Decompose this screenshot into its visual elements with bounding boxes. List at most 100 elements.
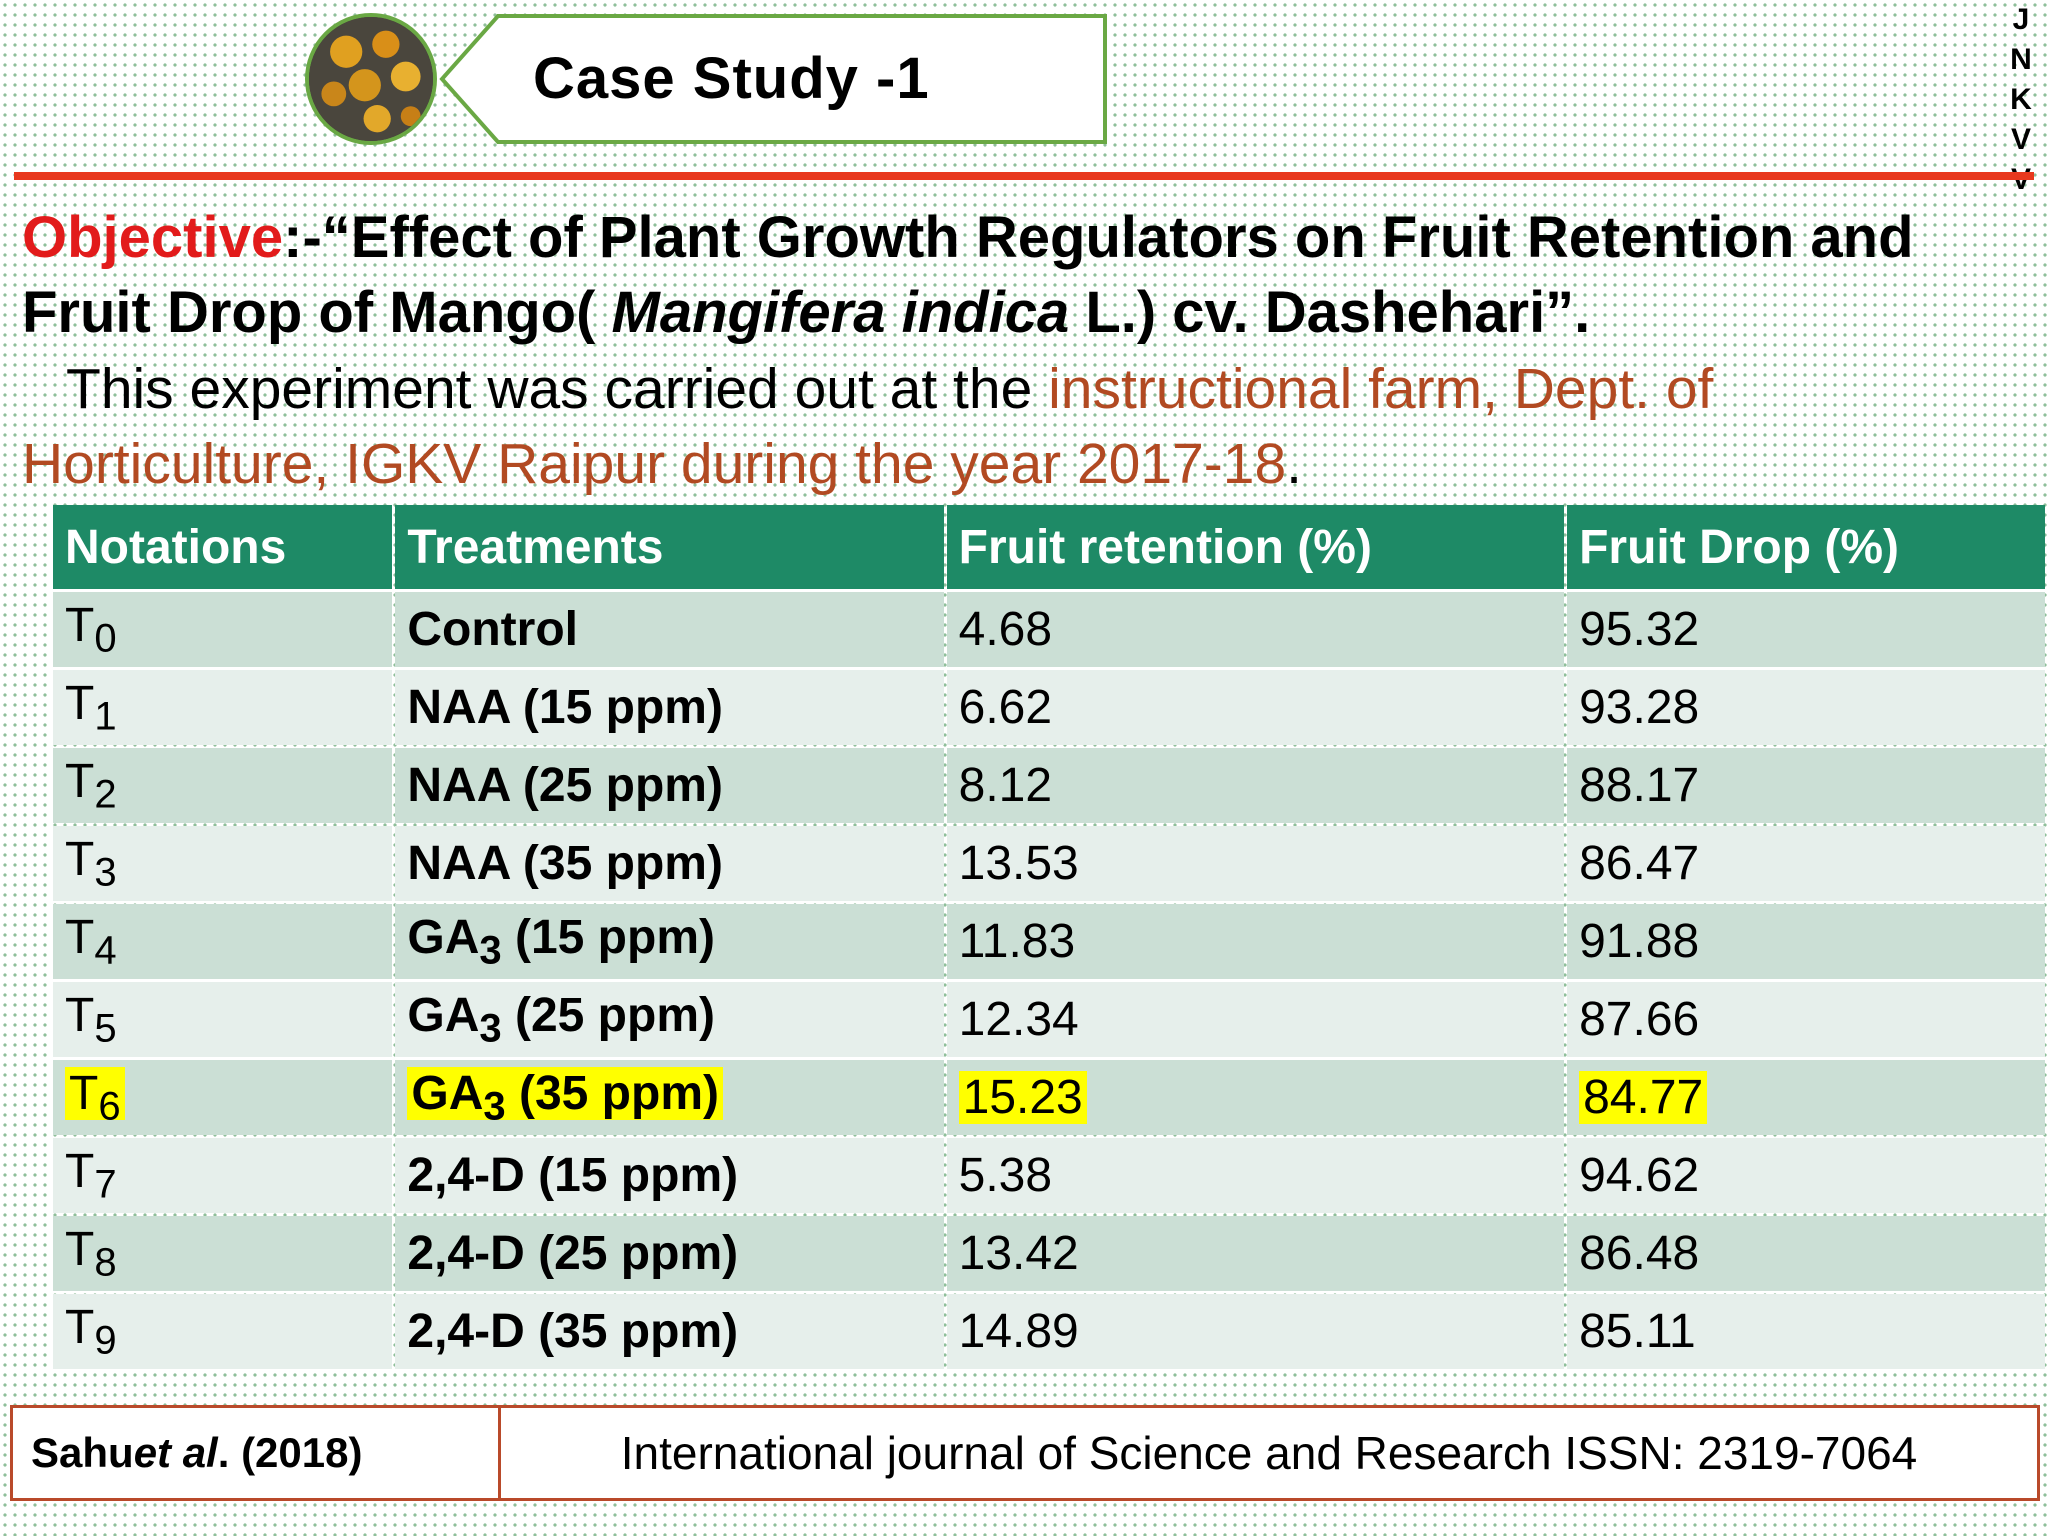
table-row: T9 2,4-D (35 ppm) 14.89 85.11 — [53, 1294, 2045, 1369]
side-letters: JNKVV — [2006, 0, 2036, 200]
notation-cell: T8 — [53, 1216, 393, 1291]
highlight-mark: 84.77 — [1579, 1071, 1708, 1124]
treatment-dose: (25 ppm) — [501, 988, 715, 1042]
retention-cell: 4.68 — [946, 592, 1565, 667]
notation-letter: T — [65, 676, 95, 730]
treatment-cell: GA3 (15 ppm) — [395, 904, 944, 979]
experiment-prefix: This experiment was carried out at the — [66, 357, 1049, 421]
retention-value: 4.68 — [958, 603, 1053, 656]
treatment-subscript: 3 — [479, 928, 502, 973]
drop-value: 95.32 — [1579, 603, 1700, 656]
objective-text: Objective:-“Effect of Plant Growth Regul… — [22, 200, 2022, 350]
notation-subscript: 5 — [94, 1006, 117, 1051]
experiment-text: This experiment was carried out at the i… — [22, 352, 2022, 502]
drop-cell: 84.77 — [1567, 1060, 2045, 1135]
table-row: T7 2,4-D (15 ppm) 5.38 94.62 — [53, 1138, 2045, 1213]
notation-cell: T9 — [53, 1294, 393, 1369]
notation-letter: T — [65, 910, 95, 964]
drop-cell: 91.88 — [1567, 904, 2045, 979]
retention-value: 14.89 — [958, 1305, 1079, 1358]
notation-cell: T1 — [53, 670, 393, 745]
notation-subscript: 2 — [94, 772, 117, 817]
results-table: Notations Treatments Fruit retention (%)… — [50, 502, 2048, 1372]
header-treatments: Treatments — [395, 505, 944, 589]
retention-cell: 15.23 — [946, 1060, 1565, 1135]
retention-cell: 8.12 — [946, 748, 1565, 823]
side-letter: K — [2010, 83, 2032, 116]
citation-footer: Sahu et al. (2018) International journal… — [10, 1405, 2040, 1501]
objective-label: Objective — [22, 205, 284, 270]
table-row: T2 NAA (25 ppm) 8.12 88.17 — [53, 748, 2045, 823]
retention-cell: 11.83 — [946, 904, 1565, 979]
experiment-location: instructional farm, Dept. of Horticultur… — [22, 357, 1714, 496]
retention-value: 11.83 — [958, 915, 1076, 968]
treatment-dose: (35 ppm) — [505, 1066, 719, 1120]
drop-value: 88.17 — [1579, 759, 1700, 812]
retention-cell: 12.34 — [946, 982, 1565, 1057]
treatment-name: GA — [407, 988, 480, 1042]
header-fruit-drop: Fruit Drop (%) — [1567, 505, 2045, 589]
drop-value: 94.62 — [1579, 1149, 1700, 1202]
drop-cell: 87.66 — [1567, 982, 2045, 1057]
retention-value: 5.38 — [958, 1149, 1053, 1202]
highlight-mark: GA3 (35 ppm) — [407, 1066, 723, 1128]
drop-value: 87.66 — [1579, 993, 1700, 1046]
notation-letter: T — [65, 1222, 95, 1276]
treatment-cell: 2,4-D (35 ppm) — [395, 1294, 944, 1369]
treatment-subscript: 3 — [483, 1084, 506, 1129]
notation-cell: T2 — [53, 748, 393, 823]
table-row: T5 GA3 (25 ppm) 12.34 87.66 — [53, 982, 2045, 1057]
notation-letter: T — [65, 598, 95, 652]
treatment-cell: GA3 (25 ppm) — [395, 982, 944, 1057]
highlight-mark: T6 — [65, 1066, 125, 1128]
treatment-name: NAA (25 ppm) — [407, 759, 723, 812]
treatment-name: Control — [407, 603, 578, 656]
drop-cell: 85.11 — [1567, 1294, 2045, 1369]
retention-cell: 13.42 — [946, 1216, 1565, 1291]
retention-value: 13.53 — [958, 837, 1079, 890]
treatment-cell: GA3 (35 ppm) — [395, 1060, 944, 1135]
notation-cell: T3 — [53, 826, 393, 901]
table-row: T3 NAA (35 ppm) 13.53 86.47 — [53, 826, 2045, 901]
notation-subscript: 9 — [94, 1318, 117, 1363]
notation-letter: T — [65, 1300, 95, 1354]
table-row: T0 Control 4.68 95.32 — [53, 592, 2045, 667]
notation-cell: T6 — [53, 1060, 393, 1135]
retention-cell: 5.38 — [946, 1138, 1565, 1213]
notation-letter: T — [65, 1144, 95, 1198]
drop-cell: 94.62 — [1567, 1138, 2045, 1213]
retention-cell: 14.89 — [946, 1294, 1565, 1369]
page-title: Case Study -1 — [533, 46, 930, 111]
drop-cell: 86.47 — [1567, 826, 2045, 901]
treatment-name: NAA (35 ppm) — [407, 837, 723, 890]
objective-prefix: :-“Effect of Plant Growth Regulators on … — [22, 205, 1914, 345]
drop-value: 84.77 — [1583, 1071, 1704, 1124]
retention-value: 15.23 — [962, 1071, 1083, 1124]
treatment-name: NAA (15 ppm) — [407, 681, 723, 734]
side-letter: N — [2010, 43, 2032, 76]
treatment-name: 2,4-D (25 ppm) — [407, 1227, 739, 1280]
treatment-cell: 2,4-D (15 ppm) — [395, 1138, 944, 1213]
table-body: T0 Control 4.68 95.32 T1 NAA (15 ppm) 6.62 93.2… — [53, 592, 2045, 1369]
retention-value: 6.62 — [958, 681, 1053, 734]
author-name: Sahu — [31, 1429, 134, 1476]
table-row: T1 NAA (15 ppm) 6.62 93.28 — [53, 670, 2045, 745]
retention-value: 12.34 — [958, 993, 1079, 1046]
highlight-mark: 15.23 — [958, 1071, 1087, 1124]
title-banner: Case Study -1 — [438, 13, 1108, 145]
side-letter: V — [2011, 160, 2031, 200]
treatment-cell: 2,4-D (25 ppm) — [395, 1216, 944, 1291]
notation-subscript: 8 — [94, 1240, 117, 1285]
notation-cell: T4 — [53, 904, 393, 979]
table-row: T8 2,4-D (25 ppm) 13.42 86.48 — [53, 1216, 2045, 1291]
notation-letter: T — [65, 988, 95, 1042]
treatment-cell: NAA (15 ppm) — [395, 670, 944, 745]
treatment-cell: Control — [395, 592, 944, 667]
side-letter: V — [2010, 123, 2031, 156]
drop-value: 85.11 — [1579, 1305, 1696, 1358]
table-row: T6 GA3 (35 ppm) 15.23 84.77 — [53, 1060, 2045, 1135]
retention-value: 13.42 — [958, 1227, 1079, 1280]
species-name: Mangifera indica — [611, 280, 1070, 345]
treatment-cell: NAA (25 ppm) — [395, 748, 944, 823]
notation-subscript: 7 — [94, 1162, 117, 1207]
